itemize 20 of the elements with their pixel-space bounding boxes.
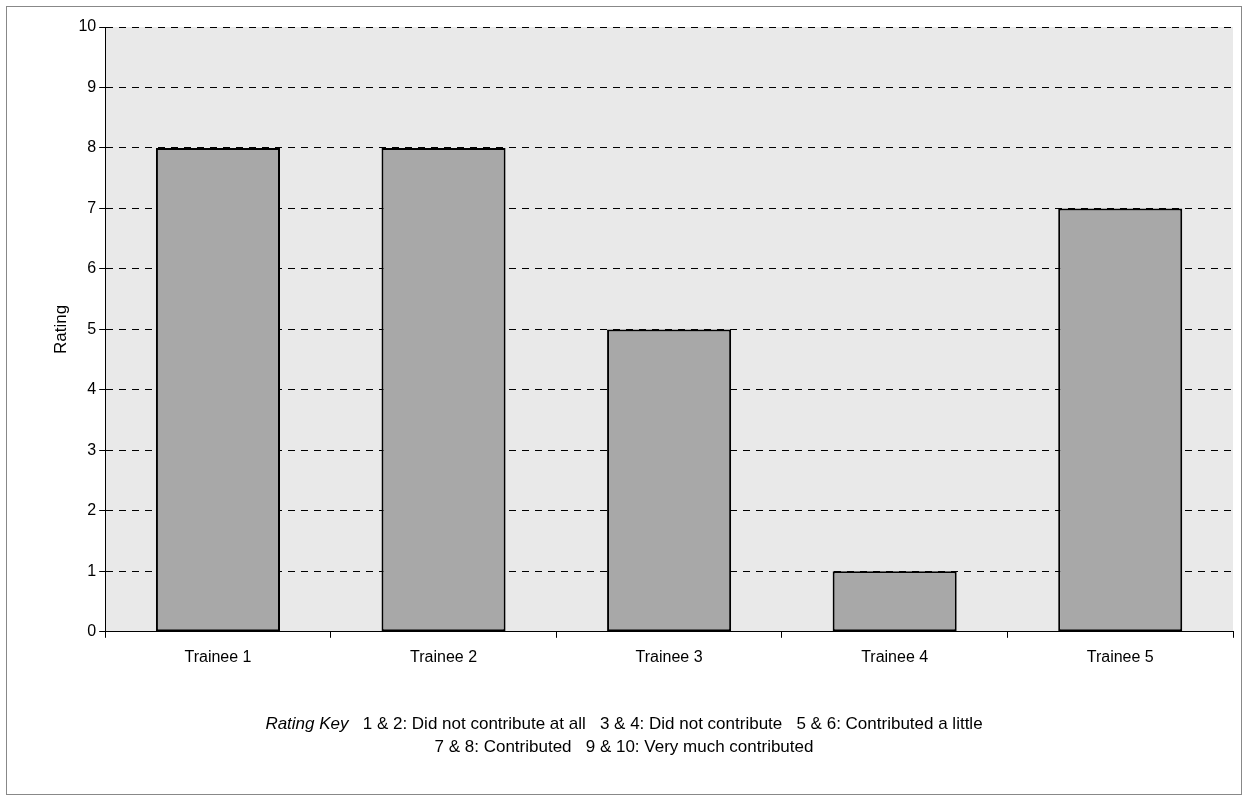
x-tick-label: Trainee 3 (635, 647, 703, 665)
y-tick-label: 10 (78, 17, 97, 35)
y-tick-label: 7 (87, 198, 97, 216)
x-tick-label: Trainee 1 (184, 647, 252, 665)
y-tick-label: 3 (87, 440, 97, 458)
text: 7 & 8: Contributed 9 & 10: Very much contributed (434, 737, 814, 756)
y-tick-label: 9 (87, 77, 97, 95)
y-tick-label: 4 (87, 380, 97, 398)
y-axis-title: Rating (50, 304, 70, 354)
x-tick-label: Trainee 5 (1086, 647, 1154, 665)
text: 1 & 2: Did not contribute at all 3 & 4: Did not contribute 5 & 6: Contributed a little (362, 714, 983, 733)
text: Rating Key (265, 714, 350, 733)
x-tick-label: Trainee 4 (861, 647, 929, 665)
y-tick-label: 6 (87, 259, 97, 277)
y-tick-label: 2 (87, 501, 97, 519)
x-tick-label: Trainee 2 (410, 647, 478, 665)
y-tick-label: 8 (87, 138, 97, 156)
y-tick-label: 1 (87, 561, 97, 579)
y-tick-label: 0 (87, 622, 97, 640)
y-tick-label: 5 (87, 319, 97, 337)
